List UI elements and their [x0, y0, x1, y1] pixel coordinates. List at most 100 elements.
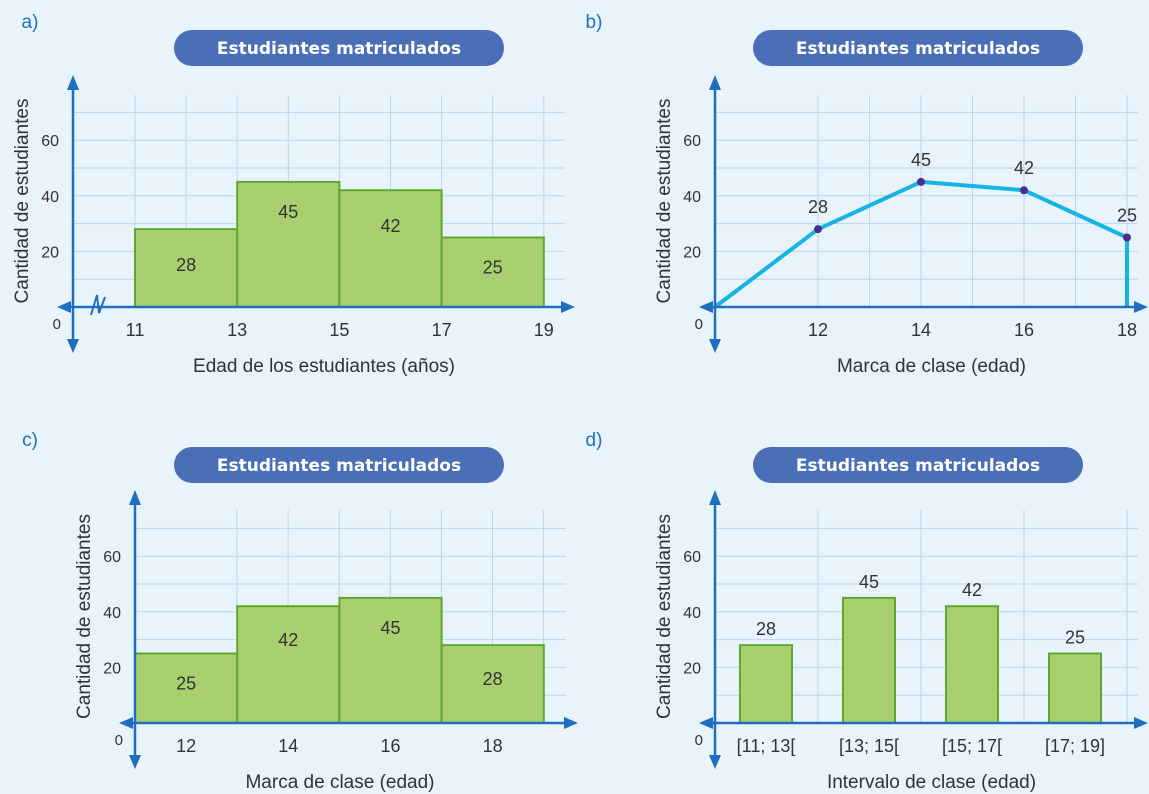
x-axis-arrow-left — [699, 301, 713, 313]
x-tick-label: 19 — [534, 320, 554, 340]
x-tick-label: 13 — [227, 320, 247, 340]
data-point — [1123, 233, 1131, 242]
panel-label: b) — [586, 12, 603, 33]
panel-label: c) — [22, 430, 38, 451]
chart-title-pill — [753, 447, 1083, 483]
bar-value-label: 25 — [483, 258, 503, 278]
chart-title: Estudiantes matriculados — [796, 39, 1040, 59]
x-axis-arrow-left — [119, 717, 133, 729]
bar-value-label: 25 — [176, 674, 196, 694]
y-tick-label: 60 — [683, 549, 701, 566]
histogram-bar — [338, 596, 443, 725]
x-axis-arrow-right — [1134, 301, 1148, 313]
axes — [699, 490, 1148, 769]
bar-value-label: 45 — [380, 618, 400, 638]
chart-panel-2: b) Estudiantes matriculados 28 45 42 25 20 40 60… — [586, 12, 1148, 377]
x-tick-label: 12 — [176, 736, 196, 756]
x-tick-label: [11; 13[ — [737, 736, 796, 756]
y-tick-label: 60 — [41, 133, 59, 150]
x-tick-label: 14 — [278, 736, 298, 756]
bar — [739, 644, 793, 724]
origin-label: 0 — [115, 732, 123, 749]
panel-label: a) — [22, 12, 39, 33]
axes — [699, 75, 1148, 353]
y-tick-label: 20 — [683, 660, 701, 677]
y-tick-label: 20 — [41, 244, 59, 261]
point-value-label: 28 — [808, 197, 828, 217]
grid — [715, 95, 1138, 307]
chart-title-pill — [174, 30, 504, 66]
y-axis-arrow-down — [709, 339, 721, 353]
bar-value-label: 28 — [176, 255, 196, 275]
y-tick-label: 40 — [683, 605, 701, 622]
y-tick-label: 20 — [683, 244, 701, 261]
x-tick-label: 16 — [1014, 320, 1034, 340]
panel-label: d) — [586, 430, 603, 451]
y-axis-title: Cantidad de estudiantes — [12, 99, 33, 304]
histogram-bar — [236, 180, 341, 308]
x-tick-label: [15; 17[ — [942, 736, 1002, 756]
origin-label: 0 — [53, 316, 61, 333]
y-axis-title: Cantidad de estudiantes — [654, 99, 675, 304]
chart-title-pill — [174, 447, 504, 483]
x-axis-arrow-right — [561, 301, 575, 313]
data-point — [917, 177, 925, 186]
x-tick-label: 16 — [380, 736, 400, 756]
y-tick-label: 40 — [41, 189, 59, 206]
y-axis-arrow-up — [67, 75, 79, 90]
data-point — [1020, 186, 1028, 195]
bar-value-label: 42 — [962, 580, 982, 600]
histogram-bar — [236, 605, 341, 724]
x-tick-label: 18 — [1117, 320, 1137, 340]
histogram-bar — [338, 189, 443, 309]
bar-value-label: 45 — [278, 202, 298, 222]
x-tick-label: 18 — [483, 736, 503, 756]
chart-panel-1: a) Estudiantes matriculados 28 45 42 25 20 40 60… — [12, 12, 575, 377]
histogram-bar — [440, 644, 545, 724]
y-tick-label: 40 — [103, 605, 121, 622]
x-tick-label: [17; 19] — [1045, 736, 1105, 756]
chart-title: Estudiantes matriculados — [217, 456, 461, 476]
x-tick-label: 11 — [126, 320, 145, 340]
chart-title: Estudiantes matriculados — [796, 456, 1040, 476]
x-axis-arrow-right — [564, 717, 578, 729]
x-tick-label: [13; 15[ — [839, 736, 899, 756]
origin-label: 0 — [695, 732, 703, 749]
chart-title-pill — [753, 30, 1083, 66]
bar-value-label: 25 — [1065, 628, 1085, 648]
y-axis-arrow-up — [129, 490, 141, 505]
x-axis-title: Marca de clase (edad) — [837, 356, 1026, 377]
x-tick-label: 15 — [329, 320, 349, 340]
point-value-label: 45 — [911, 150, 931, 170]
y-tick-label: 20 — [103, 660, 121, 677]
data-point — [814, 225, 822, 234]
axis-break-mark — [90, 294, 106, 316]
y-axis-arrow-down — [67, 339, 79, 353]
x-axis-arrow-right — [1134, 717, 1148, 729]
x-tick-label: 14 — [911, 320, 931, 340]
y-axis-arrow-down — [709, 755, 721, 769]
y-tick-label: 60 — [103, 549, 121, 566]
bar — [842, 596, 896, 725]
x-tick-label: 17 — [432, 320, 452, 340]
axes — [57, 75, 575, 353]
point-value-label: 25 — [1117, 206, 1137, 226]
x-axis-arrow-left — [57, 301, 71, 313]
y-axis-arrow-up — [709, 490, 721, 505]
axes — [119, 490, 578, 769]
bar-value-label: 42 — [380, 216, 400, 236]
bar-value-label: 28 — [483, 669, 503, 689]
origin-label: 0 — [695, 316, 703, 333]
x-axis-arrow-left — [699, 717, 713, 729]
x-axis-title: Marca de clase (edad) — [245, 772, 434, 793]
bar-value-label: 45 — [859, 572, 879, 592]
y-tick-label: 60 — [683, 133, 701, 150]
y-tick-label: 40 — [683, 189, 701, 206]
y-axis-arrow-down — [129, 755, 141, 769]
y-axis-title: Cantidad de estudiantes — [654, 514, 675, 719]
chart-title: Estudiantes matriculados — [217, 39, 461, 59]
bar-value-label: 28 — [756, 619, 776, 639]
bar — [1048, 652, 1102, 724]
x-tick-label: 12 — [808, 320, 828, 340]
